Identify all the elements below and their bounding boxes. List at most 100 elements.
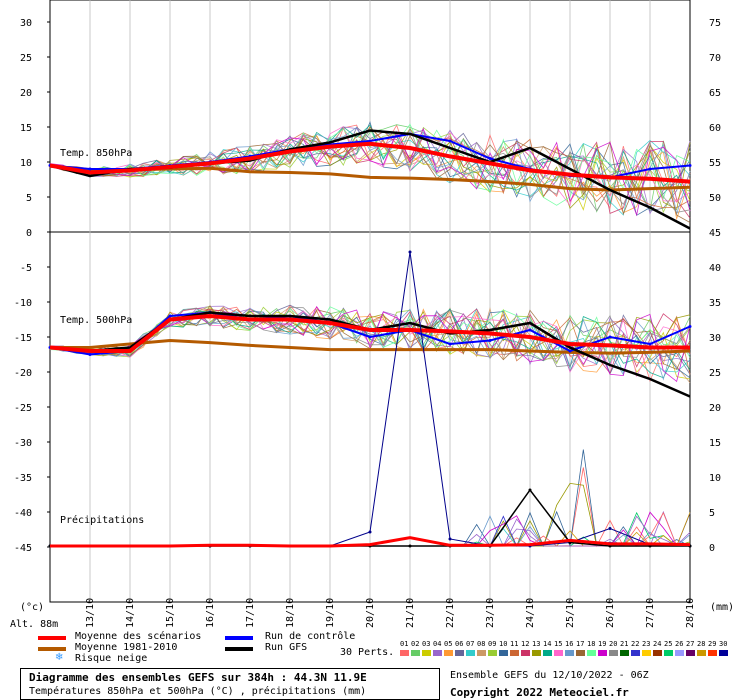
x-tick-label: 14/10: [125, 598, 136, 628]
info-box: Diagramme des ensembles GEFS sur 384h : …: [20, 668, 440, 700]
pert-number-label: 03: [422, 640, 431, 648]
pert-color-swatch: [433, 650, 442, 656]
legend-gfs-swatch: [225, 647, 253, 651]
x-tick-label: 26/10: [605, 598, 616, 628]
right-tick-label: 20: [709, 403, 721, 414]
panel-label-precip: Précipitations: [60, 514, 144, 526]
pert-number-label: 05: [444, 640, 453, 648]
left-tick-label: 20: [20, 88, 32, 99]
pert-color-swatch: [510, 650, 519, 656]
pert-number-label: 25: [664, 640, 673, 648]
left-tick-label: 25: [20, 53, 32, 64]
control-precip-line-point: [448, 537, 452, 541]
pert-number-label: 15: [554, 640, 563, 648]
right-tick-label: 70: [709, 53, 721, 64]
pert-number-label: 28: [697, 640, 706, 648]
pert-color-swatch: [521, 650, 530, 656]
pert-color-swatch: [466, 650, 475, 656]
pert-number-label: 01: [400, 640, 409, 648]
pert-number-label: 14: [543, 640, 552, 648]
pert-number-label: 13: [532, 640, 541, 648]
left-tick-label: -30: [14, 438, 32, 449]
pert-number-label: 19: [598, 640, 607, 648]
mean-precip-line: [50, 536, 691, 548]
pert-color-swatch: [631, 650, 640, 656]
pert-color-swatch: [642, 650, 651, 656]
pert-color-swatch: [477, 650, 486, 656]
right-tick-label: 25: [709, 368, 721, 379]
control-850-line-point: [688, 164, 692, 167]
legend-perts-label: 30 Perts.: [340, 647, 395, 658]
control-850-line-point: [648, 167, 652, 171]
legend-climo-swatch: [38, 647, 66, 651]
pert-number-label: 29: [708, 640, 717, 648]
x-tick-label: 21/10: [405, 598, 416, 628]
pert-color-swatch: [488, 650, 497, 656]
right-tick-label: 5: [709, 508, 715, 519]
legend-gfs-label: Run GFS: [265, 642, 308, 653]
control-500-line-point: [488, 339, 492, 342]
right-tick-label: 30: [709, 333, 721, 344]
ensemble-member-850: [49, 124, 691, 208]
left-tick-label: 10: [20, 158, 32, 169]
pert-color-swatch: [664, 650, 673, 656]
left-tick-label: -10: [14, 298, 32, 309]
x-tick-label: 22/10: [445, 598, 456, 628]
pert-color-swatch: [719, 650, 728, 656]
legend-mean-label: Moyenne des scénarios: [75, 631, 202, 642]
pert-number-label: 30: [719, 640, 728, 648]
pert-color-swatch: [499, 650, 508, 656]
pert-color-swatch: [455, 650, 464, 656]
pert-color-swatch: [565, 650, 574, 656]
pert-number-label: 21: [620, 640, 629, 648]
diagram-subtitle: Températures 850hPa et 500hPa (°C) , pré…: [29, 686, 367, 697]
control-500-line-point: [528, 328, 532, 332]
right-tick-label: 40: [709, 263, 721, 274]
left-tick-label: -20: [14, 368, 32, 379]
pert-number-label: 09: [488, 640, 497, 648]
pert-number-label: 11: [510, 640, 519, 648]
control-500-line-point: [448, 342, 452, 346]
x-tick-label: 28/10: [685, 598, 696, 628]
right-tick-label: 55: [709, 158, 721, 169]
mean-850-line: [49, 141, 691, 184]
pert-number-label: 10: [499, 640, 508, 648]
left-unit-label: (°c): [20, 602, 44, 613]
pert-number-label: 23: [642, 640, 651, 648]
pert-color-swatch: [675, 650, 684, 656]
left-tick-label: -15: [14, 333, 32, 344]
pert-color-swatch: [708, 650, 717, 656]
left-tick-label: 30: [20, 18, 32, 29]
pert-number-label: 06: [455, 640, 464, 648]
right-tick-label: 45: [709, 228, 721, 239]
control-850-line-point: [368, 139, 372, 143]
diagram-title: Diagramme des ensembles GEFS sur 384h : …: [29, 671, 367, 684]
left-tick-label: 0: [26, 228, 32, 239]
legend-snow-label: Risque neige: [75, 653, 148, 664]
right-tick-label: 35: [709, 298, 721, 309]
control-500-line-point: [688, 325, 692, 328]
legend-control-swatch: [225, 636, 253, 640]
pert-color-swatch: [411, 650, 420, 656]
left-tick-label: -5: [20, 263, 32, 274]
left-tick-label: -35: [14, 473, 32, 484]
pert-number-label: 07: [466, 640, 475, 648]
pert-color-swatch: [587, 650, 596, 656]
right-tick-label: 65: [709, 88, 721, 99]
x-tick-label: 18/10: [285, 598, 296, 628]
altitude-label: Alt. 88m: [10, 619, 58, 630]
control-850-line-point: [488, 157, 492, 160]
control-500-line-point: [368, 335, 372, 339]
left-tick-label: -40: [14, 508, 32, 519]
left-tick-label: -25: [14, 403, 32, 414]
pert-color-swatch: [576, 650, 585, 656]
legend-climo-label: Moyenne 1981-2010: [75, 642, 178, 653]
copyright: Copyright 2022 Meteociel.fr: [450, 686, 629, 699]
pert-color-swatch: [620, 650, 629, 656]
mean-500-line: [49, 313, 690, 353]
x-tick-label: 27/10: [645, 598, 656, 628]
right-unit-label: (mm): [710, 602, 734, 613]
x-tick-label: 19/10: [325, 598, 336, 628]
x-tick-label: 16/10: [205, 598, 216, 628]
pert-number-label: 20: [609, 640, 618, 648]
